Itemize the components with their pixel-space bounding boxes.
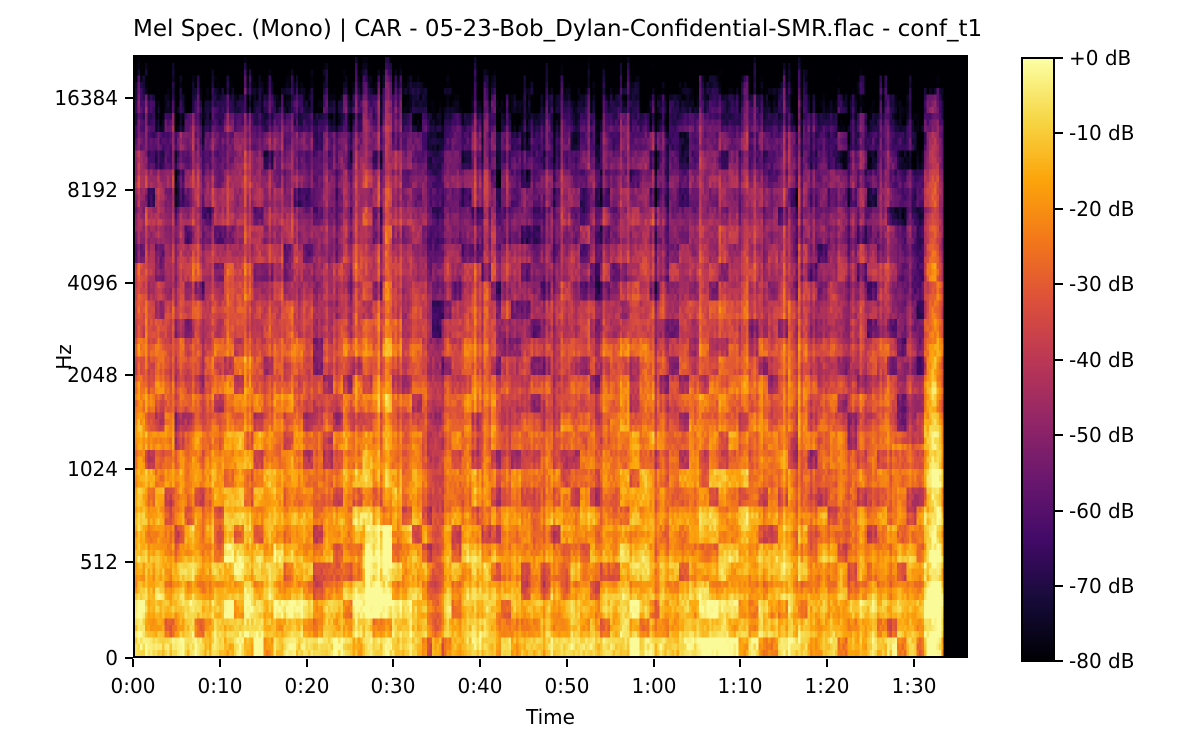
y-tick-label-2048: 2048 <box>67 363 118 387</box>
colorbar-label-80db: -80 dB <box>1069 649 1135 673</box>
y-tick-label-4096: 4096 <box>67 271 118 295</box>
y-tick-label-8192: 8192 <box>67 178 118 202</box>
colorbar-label-60db: -60 dB <box>1069 499 1135 523</box>
plot-area <box>133 55 968 658</box>
x-tick-mark <box>392 659 394 667</box>
x-tick-mark <box>826 659 828 667</box>
colorbar-label-10db: -10 dB <box>1069 121 1135 145</box>
colorbar <box>1021 57 1055 662</box>
colorbar-label-40db: -40 dB <box>1069 348 1135 372</box>
y-tick-mark <box>125 561 133 563</box>
x-tick-mark <box>566 659 568 667</box>
colorbar-label-0db: +0 dB <box>1069 46 1132 70</box>
x-tick-label-120: 1:20 <box>804 674 850 698</box>
x-tick-label-050: 0:50 <box>544 674 590 698</box>
chart-title: Mel Spec. (Mono) | CAR - 05-23-Bob_Dylan… <box>133 16 983 42</box>
colorbar-tick-mark <box>1055 585 1063 587</box>
colorbar-label-20db: -20 dB <box>1069 197 1135 221</box>
x-axis-label: Time <box>526 705 575 729</box>
x-tick-mark <box>132 659 134 667</box>
x-tick-label-110: 1:10 <box>717 674 763 698</box>
x-tick-label-000: 0:00 <box>110 674 156 698</box>
x-tick-label-130: 1:30 <box>891 674 937 698</box>
colorbar-tick-mark <box>1055 208 1063 210</box>
x-tick-mark <box>913 659 915 667</box>
colorbar-tick-mark <box>1055 57 1063 59</box>
x-tick-mark <box>653 659 655 667</box>
x-tick-mark <box>739 659 741 667</box>
colorbar-tick-mark <box>1055 434 1063 436</box>
colorbar-label-70db: -70 dB <box>1069 574 1135 598</box>
colorbar-tick-mark <box>1055 283 1063 285</box>
y-tick-label-16384: 16384 <box>54 86 118 110</box>
y-tick-label-0: 0 <box>105 646 118 670</box>
x-tick-mark <box>479 659 481 667</box>
colorbar-tick-mark <box>1055 660 1063 662</box>
colorbar-tick-mark <box>1055 510 1063 512</box>
spectrogram-canvas <box>135 57 966 656</box>
y-tick-label-512: 512 <box>79 550 118 574</box>
x-tick-mark <box>219 659 221 667</box>
x-tick-label-020: 0:20 <box>284 674 330 698</box>
colorbar-label-50db: -50 dB <box>1069 423 1135 447</box>
y-tick-mark <box>125 468 133 470</box>
y-tick-mark <box>125 189 133 191</box>
y-tick-mark <box>125 374 133 376</box>
y-tick-mark <box>125 282 133 284</box>
x-tick-label-010: 0:10 <box>197 674 243 698</box>
x-tick-label-030: 0:30 <box>370 674 416 698</box>
x-tick-label-040: 0:40 <box>457 674 503 698</box>
colorbar-label-30db: -30 dB <box>1069 272 1135 296</box>
x-tick-label-100: 1:00 <box>631 674 677 698</box>
y-tick-mark <box>125 657 133 659</box>
colorbar-tick-mark <box>1055 359 1063 361</box>
x-tick-mark <box>306 659 308 667</box>
y-tick-label-1024: 1024 <box>67 457 118 481</box>
colorbar-tick-mark <box>1055 132 1063 134</box>
y-tick-mark <box>125 97 133 99</box>
